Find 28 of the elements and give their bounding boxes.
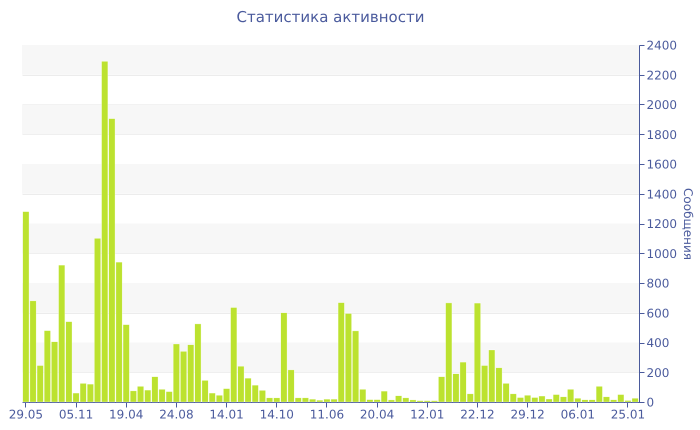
y-tick-label: 1800 bbox=[646, 128, 678, 142]
y-tick-label: 200 bbox=[646, 366, 670, 380]
y-tick-label: 1600 bbox=[646, 158, 678, 172]
y-tick-label: 1200 bbox=[646, 217, 678, 231]
x-tick-label: 25.01 bbox=[610, 408, 646, 422]
y-tick-label: 1400 bbox=[646, 187, 678, 202]
y-axis-title: Сообщения bbox=[681, 188, 696, 260]
x-tick-label: 06.01 bbox=[560, 408, 595, 422]
y-tick-label: 800 bbox=[646, 276, 670, 290]
x-tick-label: 24.08 bbox=[159, 408, 194, 422]
y-tick-label: 2000 bbox=[646, 98, 678, 112]
y-tick-label: 400 bbox=[646, 336, 670, 350]
x-tick-label: 14.10 bbox=[260, 408, 294, 422]
x-tick-label: 19.04 bbox=[109, 408, 144, 422]
x-tick-label: 29.12 bbox=[510, 408, 545, 422]
y-tick-label: 2400 bbox=[646, 38, 678, 52]
chart-title: Статистика активности bbox=[236, 8, 424, 26]
x-tick-label: 11.06 bbox=[310, 408, 344, 422]
y-tick-label: 600 bbox=[646, 306, 670, 320]
x-tick-label: 22.12 bbox=[460, 408, 495, 422]
x-tick-label: 14.01 bbox=[209, 408, 244, 422]
y-tick-label: 1000 bbox=[646, 246, 678, 261]
y-tick-label: 2200 bbox=[646, 68, 678, 82]
x-tick-label: 20.04 bbox=[360, 408, 394, 422]
x-tick-label: 05.11 bbox=[58, 408, 94, 422]
x-tick-label: 29.05 bbox=[8, 408, 44, 422]
x-tick-label: 12.01 bbox=[410, 408, 444, 422]
y-tick-label: 0 bbox=[646, 396, 654, 410]
